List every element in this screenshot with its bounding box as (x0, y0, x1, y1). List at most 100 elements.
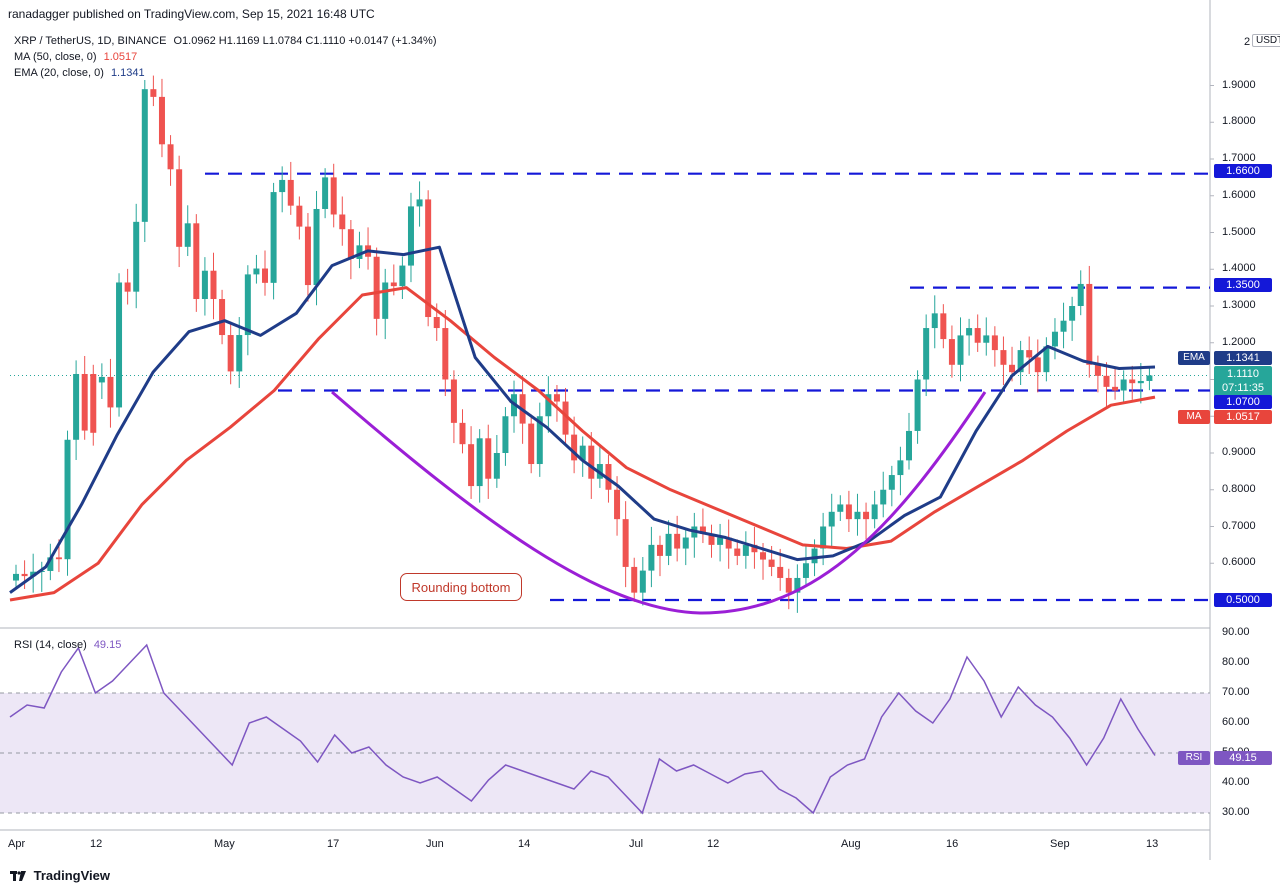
candle-body (468, 444, 475, 487)
symbol-legend: XRP / TetherUS, 1D, BINANCE O1.0962 H1.1… (14, 35, 436, 47)
candle-body (1094, 364, 1101, 376)
currency-label[interactable]: USDT (1252, 34, 1280, 47)
level-tag-1070: 1.0700 (1214, 395, 1272, 409)
candle-body (802, 563, 809, 578)
publisher-line: ranadagger published on TradingView.com,… (8, 7, 375, 21)
candle-body (914, 379, 921, 431)
candle-body (55, 557, 62, 560)
candle-body (201, 270, 208, 300)
candle-body (176, 169, 183, 247)
price-tick-label: 1.6000 (1222, 188, 1256, 201)
candle-body (699, 526, 706, 534)
rounding-bottom-annotation[interactable]: Rounding bottom (400, 573, 522, 601)
candle-body (330, 177, 337, 215)
candle-body (588, 445, 595, 479)
candle-body (614, 489, 621, 520)
ma-tag-name: MA (1178, 410, 1210, 424)
candle-body (1103, 375, 1110, 387)
candle-body (562, 401, 569, 435)
rsi-tick-label: 70.00 (1222, 686, 1250, 698)
ma-legend[interactable]: MA (50, close, 0) 1.0517 (14, 51, 137, 63)
time-tick-label: Apr (8, 838, 26, 850)
ema-tag-name: EMA (1178, 351, 1210, 365)
candle-body (871, 504, 878, 520)
candle-body (674, 533, 681, 549)
price-tick-label: 1.7000 (1222, 152, 1256, 164)
candle-body (1112, 386, 1119, 391)
candle-body (227, 335, 234, 372)
symbol-name[interactable]: XRP / TetherUS, 1D, BINANCE (14, 35, 167, 47)
candle-body (244, 274, 251, 336)
candle-body (665, 533, 672, 556)
candle-body (1120, 379, 1127, 391)
candle-body (751, 544, 758, 553)
candle-body (73, 373, 80, 440)
candle-body (785, 577, 792, 593)
candle-body (253, 268, 260, 275)
candle-body (167, 144, 174, 170)
ma-label: MA (50, close, 0) (14, 51, 97, 63)
candle-body (639, 570, 646, 593)
candle-body (287, 179, 294, 206)
time-tick-label: Jun (426, 838, 444, 850)
candle-body (1146, 375, 1153, 381)
candle-body (957, 335, 964, 365)
candle-body (983, 335, 990, 343)
rsi-tick-label: 60.00 (1222, 716, 1250, 728)
candle-body (485, 438, 492, 479)
candle-body (150, 89, 157, 97)
candle-body (571, 434, 578, 461)
candle-body (13, 573, 19, 581)
rounding-bottom-curve (331, 390, 987, 615)
candle-body (725, 537, 732, 549)
candle-body (30, 571, 37, 577)
candle-body (81, 373, 88, 431)
ema-value: 1.1341 (110, 67, 145, 79)
time-tick-label: Aug (841, 838, 861, 850)
candle-body (1051, 331, 1058, 347)
candle-body (158, 96, 165, 145)
time-tick-label: 14 (518, 838, 531, 850)
candle-body (416, 199, 423, 207)
candle-body (1017, 350, 1024, 373)
candle-body (90, 373, 97, 433)
ema-legend[interactable]: EMA (20, close, 0) 1.1341 (14, 67, 145, 79)
candle-body (459, 422, 466, 445)
tradingview-footer[interactable]: TradingView (10, 868, 110, 883)
rsi-line (9, 643, 1156, 815)
candle-body (545, 394, 552, 417)
time-tick-label: 12 (707, 838, 720, 850)
candle-body (1000, 350, 1007, 365)
candle-body (373, 256, 380, 319)
candle-body (390, 282, 397, 287)
candle-body (845, 504, 852, 520)
ma50-line (9, 286, 1156, 602)
candle-body (1009, 364, 1016, 373)
candle-body (1026, 350, 1033, 358)
candle-body (382, 282, 389, 319)
candle-body (579, 445, 586, 461)
time-tick-label: 13 (1146, 838, 1159, 850)
candle-body (493, 453, 500, 479)
candle-body (47, 557, 54, 571)
candle-body (399, 265, 406, 287)
ema-label: EMA (20, close, 0) (14, 67, 104, 79)
rsi-tick-label: 90.00 (1222, 626, 1250, 638)
candle-body (1060, 320, 1067, 332)
candle-body (304, 226, 311, 286)
rsi-tick-label: 30.00 (1222, 806, 1250, 818)
candle-body (184, 223, 191, 247)
price-tick-label: 1.4000 (1222, 262, 1256, 275)
candle-body (854, 511, 861, 520)
candle-body (141, 89, 148, 222)
candle-body (622, 519, 629, 567)
rsi-legend[interactable]: RSI (14, close) 49.15 (14, 639, 121, 651)
rsi-label: RSI (14, close) (14, 639, 87, 651)
rsi-value: 49.15 (93, 639, 122, 651)
candle-body (313, 208, 320, 286)
candle-body (536, 416, 543, 465)
countdown: 07:11:35 (1221, 382, 1264, 394)
candle-body (322, 177, 329, 209)
ema20-line (9, 245, 1156, 594)
candle-body (605, 464, 612, 490)
